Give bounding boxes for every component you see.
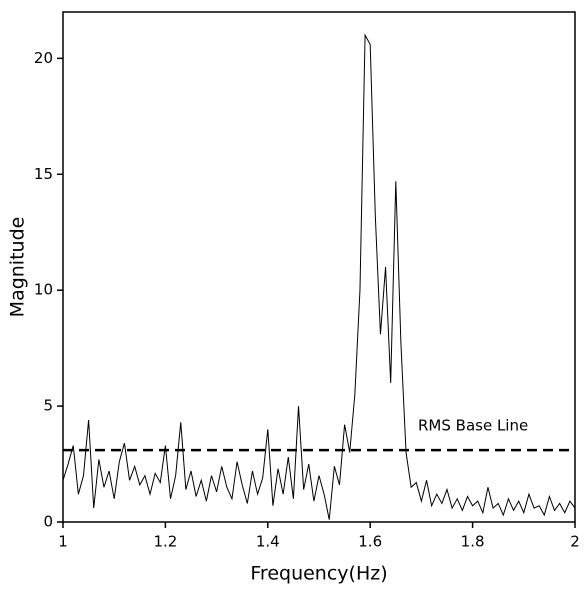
y-tick-label: 5 [43, 397, 53, 415]
y-tick-label: 15 [34, 165, 53, 183]
x-axis-label: Frequency(Hz) [250, 563, 387, 585]
y-tick-label: 0 [43, 513, 53, 531]
spectrum-line [62, 33, 576, 520]
x-tick-label: 2 [570, 533, 580, 551]
x-tick-label: 1.8 [461, 533, 485, 551]
y-axis-label: Magnitude [7, 217, 29, 318]
plot-frame [62, 11, 576, 523]
y-tick-label: 20 [34, 49, 53, 67]
x-tick-label: 1.4 [256, 533, 280, 551]
y-tick-label: 10 [34, 281, 53, 299]
x-tick-label: 1.2 [153, 533, 177, 551]
x-tick-label: 1 [58, 533, 68, 551]
baseline-label: RMS Base Line [418, 417, 528, 435]
x-tick-label: 1.6 [358, 533, 382, 551]
